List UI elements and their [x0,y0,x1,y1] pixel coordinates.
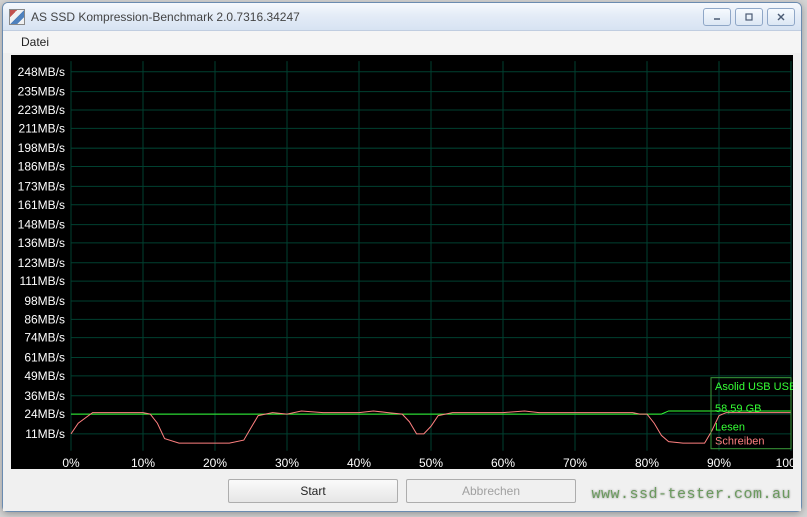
svg-text:100%: 100% [776,456,793,469]
svg-text:61MB/s: 61MB/s [24,351,65,365]
minimize-icon [712,12,722,22]
svg-text:198MB/s: 198MB/s [18,141,65,155]
menubar: Datei [3,31,801,53]
maximize-button[interactable] [735,8,763,26]
window-title: AS SSD Kompression-Benchmark 2.0.7316.34… [31,10,703,24]
app-window: AS SSD Kompression-Benchmark 2.0.7316.34… [2,2,802,512]
svg-text:161MB/s: 161MB/s [18,198,65,212]
svg-text:0%: 0% [62,456,80,469]
minimize-button[interactable] [703,8,731,26]
svg-text:Schreiben: Schreiben [715,436,765,448]
abort-button: Abbrechen [406,479,576,503]
svg-text:Lesen: Lesen [715,421,745,433]
svg-text:50%: 50% [419,456,443,469]
svg-text:70%: 70% [563,456,587,469]
svg-text:186MB/s: 186MB/s [18,160,65,174]
svg-text:49MB/s: 49MB/s [24,369,65,383]
svg-text:30%: 30% [275,456,299,469]
svg-text:86MB/s: 86MB/s [24,312,65,326]
compression-chart: 11MB/s 24MB/s 36MB/s 49MB/s 61MB/s 74MB/s 86MB… [11,55,793,469]
chart-area: 11MB/s 24MB/s 36MB/s 49MB/s 61MB/s 74MB/s 86MB… [11,55,793,469]
svg-text:90%: 90% [707,456,731,469]
window-controls [703,8,795,26]
svg-text:211MB/s: 211MB/s [19,121,65,135]
svg-text:148MB/s: 148MB/s [18,218,65,232]
client-area: 11MB/s 24MB/s 36MB/s 49MB/s 61MB/s 74MB/s 86MB… [3,53,801,511]
svg-text:248MB/s: 248MB/s [18,65,65,79]
svg-text:40%: 40% [347,456,371,469]
svg-text:Asolid USB USB De: Asolid USB USB De [715,381,793,393]
svg-text:123MB/s: 123MB/s [18,256,65,270]
svg-text:98MB/s: 98MB/s [24,294,65,308]
svg-text:173MB/s: 173MB/s [18,179,65,193]
svg-text:10%: 10% [131,456,155,469]
svg-text:20%: 20% [203,456,227,469]
svg-text:24MB/s: 24MB/s [24,407,65,421]
svg-text:235MB/s: 235MB/s [18,85,65,99]
maximize-icon [744,12,754,22]
button-row: Start Abbrechen [3,479,801,503]
svg-text:58,59 GB: 58,59 GB [715,403,761,415]
svg-text:60%: 60% [491,456,515,469]
svg-text:11MB/s: 11MB/s [25,427,65,441]
svg-text:74MB/s: 74MB/s [24,331,65,345]
close-button[interactable] [767,8,795,26]
titlebar: AS SSD Kompression-Benchmark 2.0.7316.34… [3,3,801,31]
svg-text:36MB/s: 36MB/s [24,389,65,403]
svg-text:111MB/s: 111MB/s [19,274,65,288]
svg-text:80%: 80% [635,456,659,469]
close-icon [776,12,786,22]
app-icon [9,9,25,25]
svg-text:223MB/s: 223MB/s [18,103,65,117]
svg-text:136MB/s: 136MB/s [18,236,65,250]
menu-datei[interactable]: Datei [13,33,57,51]
start-button[interactable]: Start [228,479,398,503]
